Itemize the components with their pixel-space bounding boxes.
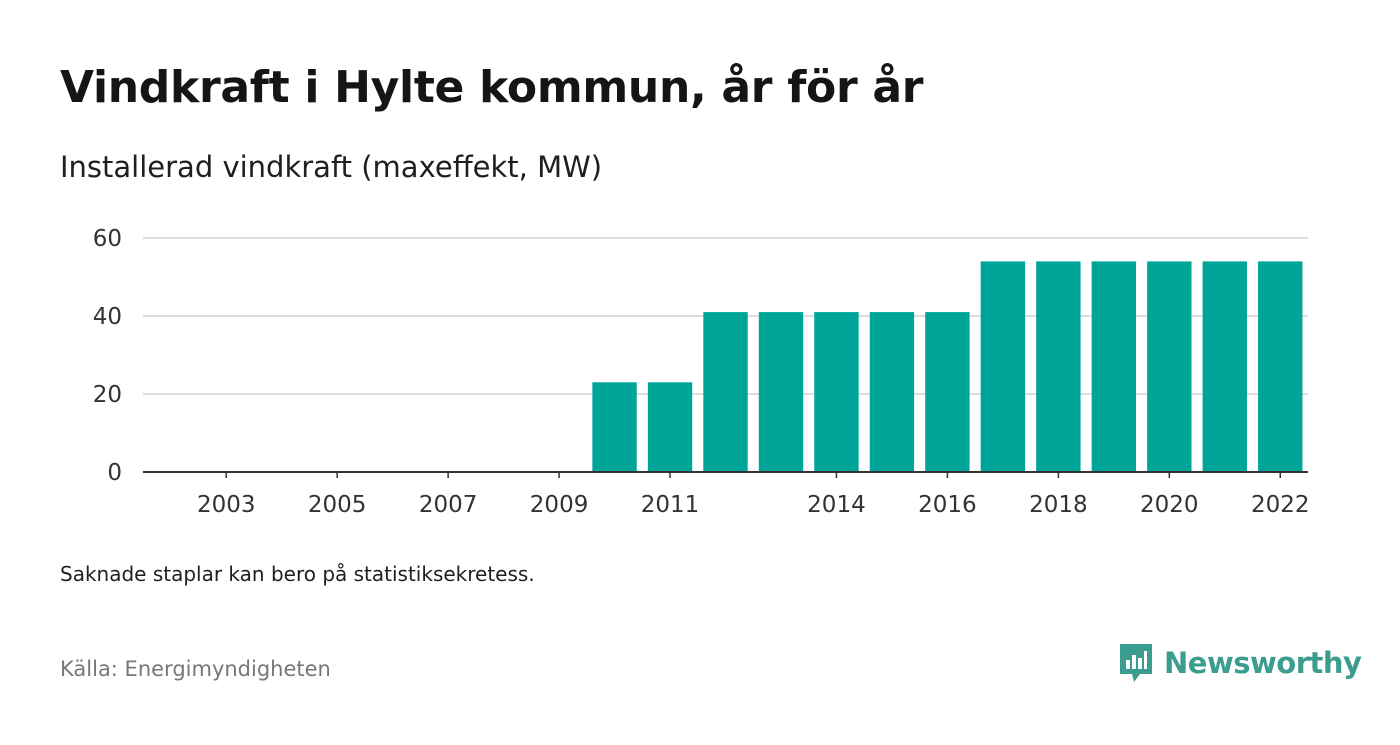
bar-2013: [758, 312, 804, 472]
x-tick-label: 2020: [1140, 492, 1199, 518]
bar-2021: [1202, 261, 1247, 472]
x-tick-label: 2005: [308, 492, 367, 518]
x-tick-label: 2018: [1029, 492, 1088, 518]
bar-2014: [814, 312, 859, 472]
bar-2019: [1091, 261, 1137, 472]
chart-subtitle: Installerad vindkraft (maxeffekt, MW): [60, 150, 603, 184]
y-tick-label: 40: [93, 304, 122, 330]
footnote: Saknade staplar kan bero på statistiksek…: [60, 562, 535, 586]
y-tick-label: 60: [93, 226, 122, 252]
bar-2011: [647, 382, 693, 472]
x-tick-label: 2022: [1251, 492, 1310, 518]
y-tick-label: 0: [107, 460, 122, 486]
bar-2016: [925, 312, 970, 472]
bar-2018: [1036, 261, 1081, 472]
y-axis-ticks: 0 20 40 60: [93, 226, 122, 486]
source-label: Källa: Energimyndigheten: [60, 657, 331, 681]
brand-name: Newsworthy: [1164, 646, 1362, 680]
bar-2022: [1258, 261, 1303, 472]
bar-2020: [1147, 261, 1192, 472]
x-tick-label: 2007: [419, 492, 478, 518]
x-tick-label: 2009: [530, 492, 589, 518]
bars: [143, 261, 1308, 473]
x-tick-label: 2003: [197, 492, 256, 518]
bar-chart: 0 20 40 60 2003 2005 2007 2009 2011 2014 2016 2018…: [93, 226, 1310, 518]
x-tick-label: 2016: [918, 492, 977, 518]
x-tick-label: 2011: [641, 492, 700, 518]
newsworthy-logo-icon: [1120, 644, 1152, 682]
bar-2012: [703, 312, 748, 472]
chart-title: Vindkraft i Hylte kommun, år för år: [60, 62, 924, 113]
x-axis-ticks: 2003 2005 2007 2009 2011 2014 2016 2018 2020 2022: [197, 472, 1310, 518]
bar-2017: [980, 261, 1026, 472]
brand-logo: Newsworthy: [1118, 642, 1362, 684]
y-tick-label: 20: [93, 382, 122, 408]
x-tick-label: 2014: [807, 492, 866, 518]
bar-2015: [869, 312, 915, 472]
bar-2010: [592, 382, 637, 472]
